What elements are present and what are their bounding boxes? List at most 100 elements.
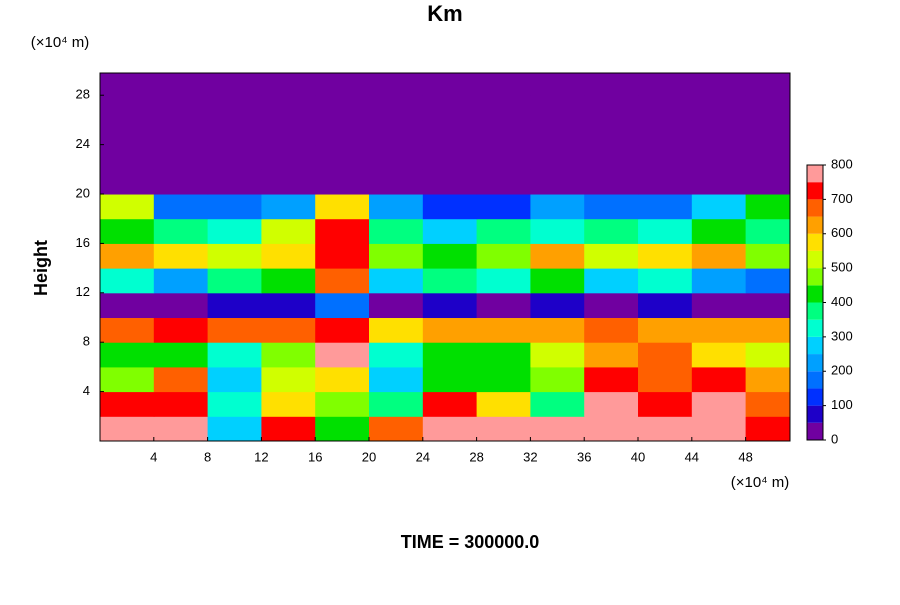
contour-cell (530, 243, 585, 269)
contour-cell (369, 144, 424, 170)
contour-cell (638, 342, 693, 368)
y-tick-label: 20 (76, 185, 90, 200)
contour-cell (261, 416, 316, 441)
contour-cell (691, 366, 747, 393)
contour-cell (476, 144, 531, 170)
contour-cell (584, 292, 639, 319)
contour-cell (584, 342, 639, 368)
y-tick-label: 24 (76, 136, 90, 151)
contour-cell (369, 391, 424, 417)
contour-cell (745, 317, 790, 343)
contour-cell (100, 268, 155, 294)
contour-cell (530, 391, 585, 417)
contour-cell (369, 169, 424, 195)
contour-cell (422, 366, 478, 393)
contour-cell (584, 218, 639, 244)
x-unit-label: (×10⁴ m) (731, 474, 790, 491)
x-tick-label: 16 (308, 449, 322, 464)
contour-cell (476, 416, 531, 441)
contour-cell (369, 366, 424, 393)
contour-field (100, 73, 790, 441)
contour-cell (315, 268, 370, 294)
colorbar-tick-label: 0 (831, 431, 838, 446)
contour-cell (153, 366, 209, 393)
y-tick-label: 28 (76, 87, 90, 102)
contour-cell (476, 317, 531, 343)
colorbar-band (807, 216, 823, 234)
contour-cell (530, 169, 585, 195)
contour-cell (745, 169, 790, 195)
contour-cell (207, 342, 262, 368)
contour-cell (476, 391, 531, 417)
y-unit-label: (×10⁴ m) (31, 34, 90, 51)
colorbar-band (807, 233, 823, 251)
contour-cell (745, 73, 790, 96)
contour-cell (691, 292, 747, 319)
contour-cell (422, 144, 478, 170)
contour-cell (530, 268, 585, 294)
contour-cell (100, 218, 155, 244)
contour-cell (638, 391, 693, 417)
contour-cell (691, 243, 747, 269)
contour-cell (153, 391, 209, 417)
contour-cell (584, 366, 639, 393)
contour-cell (638, 218, 693, 244)
x-tick-label: 8 (204, 449, 211, 464)
colorbar-band (807, 165, 823, 183)
contour-cell (261, 119, 316, 146)
contour-cell (315, 169, 370, 195)
contour-cell (261, 342, 316, 368)
contour-cell (476, 292, 531, 319)
contour-cell (584, 73, 639, 96)
contour-cell (745, 292, 790, 319)
colorbar-tick-label: 100 (831, 397, 853, 412)
colorbar-band (807, 302, 823, 320)
colorbar-band (807, 388, 823, 406)
contour-cell (638, 268, 693, 294)
contour-cell (638, 194, 693, 220)
contour-cell (100, 391, 155, 417)
colorbar-band (807, 422, 823, 440)
contour-cell (369, 342, 424, 368)
contour-cell (476, 169, 531, 195)
x-tick-label: 48 (738, 449, 752, 464)
contour-cell (369, 194, 424, 220)
contour-cell (476, 218, 531, 244)
contour-cell (207, 169, 262, 195)
contour-cell (422, 391, 478, 417)
contour-cell (315, 366, 370, 393)
contour-cell (530, 342, 585, 368)
colorbar-band (807, 405, 823, 423)
colorbar-band (807, 250, 823, 269)
contour-cell (530, 416, 585, 441)
contour-cell (530, 366, 585, 393)
colorbar-band (807, 268, 823, 286)
contour-cell (476, 268, 531, 294)
contour-cell (207, 292, 262, 319)
contour-cell (638, 73, 693, 96)
contour-cell (745, 119, 790, 146)
contour-cell (422, 292, 478, 319)
contour-cell (745, 218, 790, 244)
contour-cell (153, 292, 209, 319)
x-tick-label: 24 (416, 449, 430, 464)
contour-cell (261, 391, 316, 417)
contour-cell (638, 416, 693, 441)
contour-cell (476, 95, 531, 121)
contour-cell (261, 243, 316, 269)
contour-cell (369, 416, 424, 441)
contour-cell (369, 119, 424, 146)
contour-cell (207, 95, 262, 121)
contour-cell (422, 95, 478, 121)
contour-cell (745, 391, 790, 417)
contour-cell (530, 119, 585, 146)
contour-cell (638, 95, 693, 121)
colorbar-band (807, 319, 823, 337)
contour-cell (315, 95, 370, 121)
contour-cell (584, 144, 639, 170)
colorbar-tick-label: 200 (831, 363, 853, 378)
contour-cell (691, 218, 747, 244)
y-tick-label: 4 (83, 383, 90, 398)
contour-cell (422, 169, 478, 195)
contour-cell (261, 268, 316, 294)
